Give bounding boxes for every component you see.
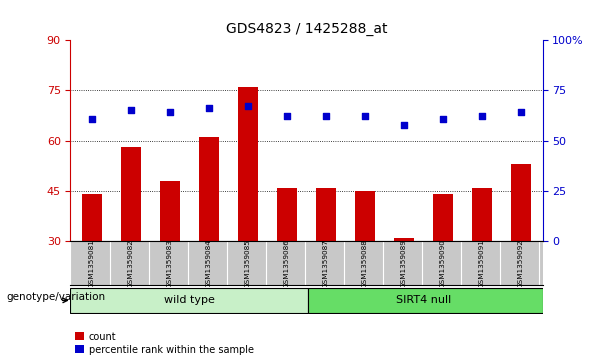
Text: GSM1359092: GSM1359092 xyxy=(518,239,524,287)
Bar xyxy=(238,87,257,241)
Point xyxy=(516,110,526,115)
Text: GSM1359088: GSM1359088 xyxy=(362,239,368,287)
Text: GSM1359087: GSM1359087 xyxy=(323,239,329,287)
Title: GDS4823 / 1425288_at: GDS4823 / 1425288_at xyxy=(226,22,387,36)
Bar xyxy=(121,147,141,241)
Text: GSM1359089: GSM1359089 xyxy=(401,239,407,287)
Bar xyxy=(472,188,492,241)
Text: genotype/variation: genotype/variation xyxy=(6,292,105,302)
Point xyxy=(87,115,97,121)
Point xyxy=(282,114,292,119)
Bar xyxy=(199,137,219,241)
Text: wild type: wild type xyxy=(164,295,215,305)
Bar xyxy=(70,288,308,313)
Point xyxy=(165,110,175,115)
Text: GSM1359090: GSM1359090 xyxy=(440,239,446,287)
Bar xyxy=(308,288,543,313)
Text: GSM1359086: GSM1359086 xyxy=(284,239,290,287)
Point xyxy=(243,103,253,109)
Point xyxy=(321,114,331,119)
Text: SIRT4 null: SIRT4 null xyxy=(396,295,451,305)
Point xyxy=(438,115,448,121)
Point xyxy=(399,122,409,127)
Bar xyxy=(356,191,375,241)
Text: GSM1359081: GSM1359081 xyxy=(89,239,95,287)
Bar xyxy=(82,194,102,241)
Point xyxy=(477,114,487,119)
Bar xyxy=(316,188,336,241)
Bar xyxy=(160,181,180,241)
Bar xyxy=(277,188,297,241)
Point xyxy=(126,107,136,113)
Bar xyxy=(394,238,414,241)
Text: GSM1359085: GSM1359085 xyxy=(245,239,251,287)
Text: GSM1359084: GSM1359084 xyxy=(206,239,212,287)
Point xyxy=(204,106,214,111)
Bar xyxy=(433,194,453,241)
Text: GSM1359082: GSM1359082 xyxy=(128,239,134,287)
Text: GSM1359083: GSM1359083 xyxy=(167,239,173,287)
Bar xyxy=(511,164,531,241)
Text: GSM1359091: GSM1359091 xyxy=(479,239,485,287)
Legend: count, percentile rank within the sample: count, percentile rank within the sample xyxy=(75,331,254,355)
Point xyxy=(360,114,370,119)
